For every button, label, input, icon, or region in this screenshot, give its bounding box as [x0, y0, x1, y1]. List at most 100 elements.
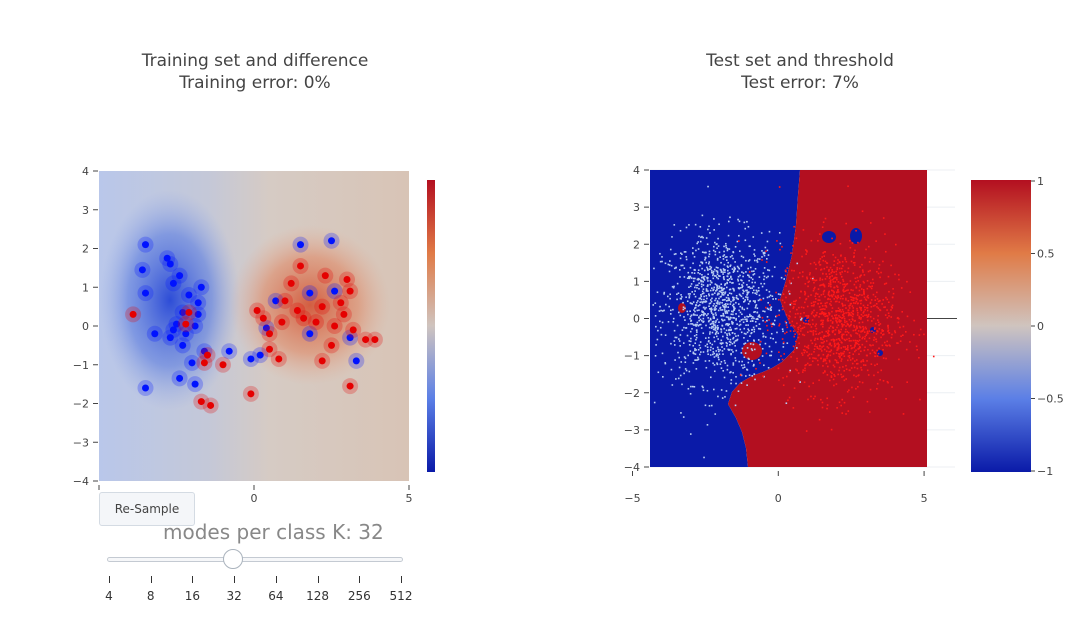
test-point-red: [887, 381, 889, 384]
test-point-blue: [711, 312, 713, 314]
test-point-blue: [732, 282, 734, 284]
test-point-blue: [716, 289, 718, 291]
test-point-blue: [734, 344, 736, 347]
test-point-red: [850, 367, 853, 369]
test-point-blue: [698, 324, 701, 326]
test-point-red: [837, 294, 839, 297]
test-point-red: [870, 287, 873, 290]
training-point: [169, 326, 177, 334]
test-point-blue: [724, 312, 727, 314]
test-point-red: [737, 240, 740, 242]
resample-button[interactable]: Re-Sample: [99, 492, 195, 526]
test-point-blue: [727, 317, 730, 320]
test-point-blue: [706, 343, 708, 346]
test-point-red: [849, 324, 852, 327]
slider-tick-label[interactable]: 8: [146, 589, 155, 603]
test-point-red: [798, 296, 801, 299]
test-point-red: [820, 338, 822, 341]
left-colorbar: [427, 180, 435, 472]
test-point-red: [778, 323, 781, 325]
test-point-blue: [683, 267, 686, 270]
test-point-blue: [800, 318, 802, 321]
test-point-red: [815, 314, 818, 317]
test-point-red: [824, 315, 826, 318]
test-point-red: [851, 386, 853, 389]
k-slider-track[interactable]: [107, 557, 403, 562]
test-point-blue: [708, 305, 710, 308]
test-point-red: [812, 397, 815, 400]
test-point-blue: [723, 245, 725, 248]
test-point-red: [801, 255, 803, 258]
test-point-blue: [694, 310, 696, 313]
test-point-red: [806, 317, 808, 319]
test-point-red: [810, 353, 813, 356]
slider-tick-label[interactable]: 512: [389, 589, 413, 603]
slider-tick-label[interactable]: 4: [105, 589, 113, 603]
test-point-blue: [712, 270, 715, 273]
test-point-blue: [726, 311, 728, 313]
test-point-red: [873, 339, 875, 341]
test-point-red: [871, 330, 873, 333]
y-tick-label: −4: [624, 461, 640, 474]
test-point-red: [900, 335, 902, 338]
test-point-blue: [709, 302, 712, 305]
test-point-blue: [683, 326, 685, 329]
test-point-red: [838, 338, 840, 340]
test-point-red: [828, 270, 830, 272]
test-point-red: [825, 273, 827, 275]
test-point-blue: [742, 292, 744, 295]
test-point-red: [876, 382, 879, 385]
test-point-red: [875, 303, 878, 305]
test-point-blue: [739, 311, 742, 314]
slider-tick-label[interactable]: 16: [184, 589, 201, 603]
test-point-blue: [755, 325, 758, 327]
test-point-red: [863, 292, 865, 295]
test-point-red: [827, 291, 830, 294]
test-point-blue: [720, 343, 723, 345]
slider-tick-label[interactable]: 64: [268, 589, 284, 603]
test-point-blue: [677, 351, 679, 354]
test-point-blue: [752, 363, 755, 366]
test-point-red: [861, 294, 863, 296]
test-point-red: [785, 375, 788, 378]
test-point-red: [847, 185, 849, 188]
test-point-red: [812, 301, 815, 303]
test-point-blue: [746, 291, 749, 294]
test-point-red: [891, 386, 893, 388]
slider-tick-label[interactable]: 256: [347, 589, 371, 603]
test-point-red: [811, 319, 814, 321]
test-point-blue: [690, 283, 693, 285]
test-point-blue: [697, 278, 700, 281]
k-slider-handle[interactable]: [223, 549, 243, 569]
test-point-blue: [681, 296, 683, 298]
test-point-blue: [701, 302, 704, 304]
slider-tick-label[interactable]: 128: [306, 589, 330, 603]
test-point-blue: [718, 293, 720, 295]
test-point-red: [815, 263, 817, 266]
test-point-blue: [689, 317, 691, 320]
test-point-blue: [723, 254, 726, 256]
test-point-blue: [704, 256, 707, 259]
test-point-blue: [747, 315, 750, 318]
test-point-blue: [762, 252, 765, 255]
test-point-blue: [707, 320, 710, 323]
x-tick-label: 0: [251, 492, 258, 505]
test-point-blue: [755, 304, 758, 306]
test-point-red: [862, 359, 864, 361]
slider-tick-label[interactable]: 32: [226, 589, 242, 603]
test-point-blue: [678, 269, 681, 271]
test-point-red: [813, 315, 816, 318]
test-point-red: [841, 336, 843, 338]
test-point-red: [846, 271, 849, 273]
test-point-blue: [719, 296, 722, 298]
test-point-red: [870, 320, 873, 322]
test-point-red: [803, 334, 806, 337]
test-point-blue: [757, 299, 760, 302]
test-point-blue: [722, 258, 725, 260]
test-point-blue: [728, 318, 730, 321]
training-point: [185, 308, 193, 316]
test-point-blue: [721, 315, 723, 317]
test-point-red: [872, 331, 875, 334]
test-point-blue: [740, 255, 743, 258]
test-point-blue: [736, 339, 738, 342]
